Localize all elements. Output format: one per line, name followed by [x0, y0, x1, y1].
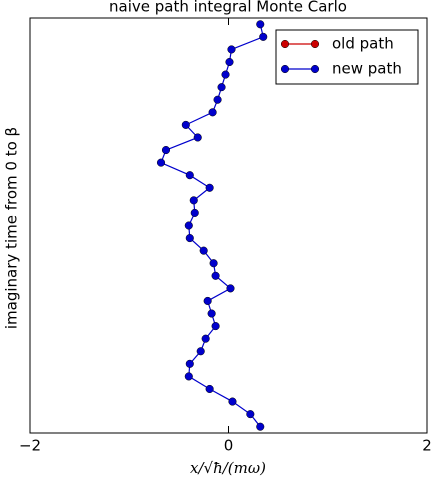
legend-marker: [310, 64, 320, 74]
marker: [256, 422, 265, 431]
x-tick-label: 2: [422, 437, 432, 455]
marker: [208, 108, 217, 117]
x-tick-label: 0: [224, 437, 234, 455]
marker: [228, 397, 237, 406]
legend-marker: [280, 64, 290, 74]
marker: [211, 322, 220, 331]
y-axis-label: imaginary time from 0 to β: [3, 127, 21, 329]
marker: [156, 158, 166, 167]
plot-frame: [29, 17, 428, 434]
legend-label: old path: [332, 35, 394, 53]
marker: [184, 221, 193, 230]
marker: [205, 384, 214, 394]
marker: [190, 208, 199, 217]
x-axis-label: x/√ħ/(mω): [190, 459, 266, 477]
marker: [199, 246, 208, 255]
x-tick-label: −2: [19, 437, 41, 455]
marker: [211, 271, 220, 280]
marker: [221, 70, 230, 79]
marker: [201, 334, 210, 343]
marker: [203, 296, 212, 306]
marker: [189, 196, 198, 205]
marker: [246, 410, 255, 419]
marker: [225, 57, 234, 67]
marker: [209, 259, 218, 268]
marker: [193, 133, 202, 142]
marker: [185, 234, 194, 243]
marker: [196, 347, 205, 356]
marker: [217, 83, 226, 92]
legend-marker: [280, 39, 290, 49]
chart-title: naive path integral Monte Carlo: [109, 0, 347, 16]
marker: [213, 95, 222, 104]
marker: [226, 284, 235, 293]
marker: [207, 309, 216, 318]
marker: [227, 45, 236, 54]
marker: [181, 120, 190, 129]
legend-box: [275, 29, 419, 85]
marker: [256, 20, 265, 29]
marker: [184, 372, 193, 381]
marker: [185, 359, 194, 368]
marker: [185, 171, 194, 180]
marker: [205, 183, 214, 192]
marker: [161, 145, 171, 155]
marker: [259, 32, 268, 41]
legend-marker: [310, 39, 320, 49]
legend-label: new path: [332, 60, 402, 78]
